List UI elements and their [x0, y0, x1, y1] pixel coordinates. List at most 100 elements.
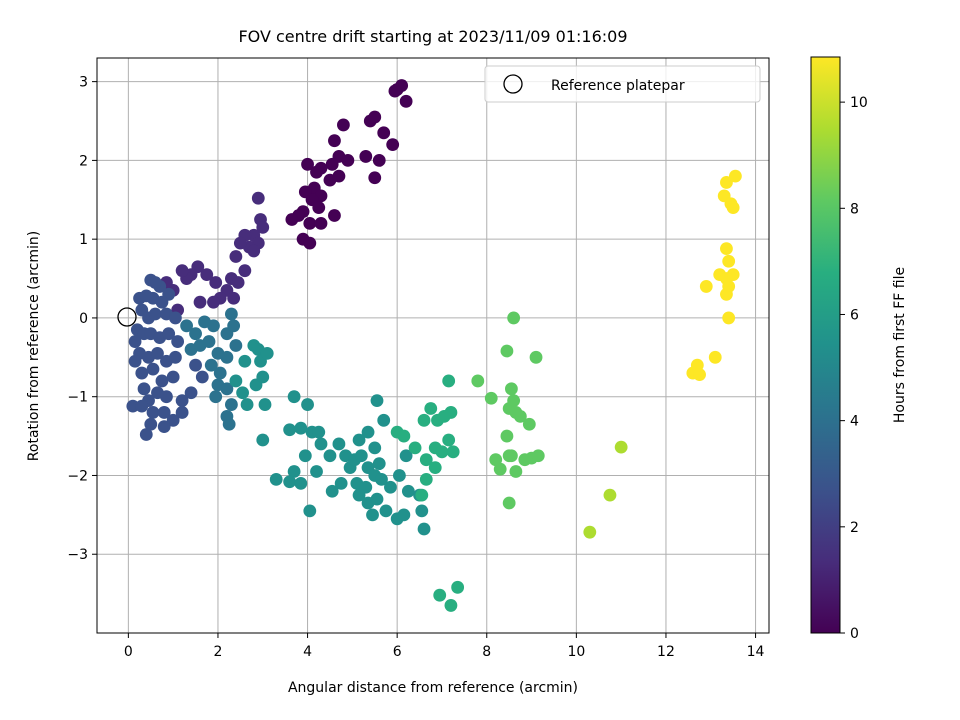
y-tick-label: 2 [79, 153, 88, 169]
data-point [251, 191, 265, 205]
data-point [287, 390, 301, 404]
legend-label: Reference platepar [551, 78, 685, 94]
data-point [175, 264, 189, 278]
colorbar-tick-label: 8 [850, 201, 859, 217]
x-tick-label: 8 [482, 644, 491, 660]
data-point [148, 276, 162, 289]
data-point [500, 429, 514, 443]
data-point [484, 391, 498, 405]
data-point [303, 504, 317, 518]
x-tick-label: 10 [567, 644, 585, 660]
x-tick-label: 6 [393, 644, 402, 660]
plot-frame [96, 57, 770, 634]
data-point [283, 475, 297, 489]
data-point [256, 370, 270, 384]
colorbar-ticks: 0 2 4 6 8 10 [840, 95, 868, 642]
data-point [708, 350, 722, 364]
data-point [137, 382, 151, 396]
colorbar-tick-label: 4 [850, 414, 859, 430]
data-point [220, 350, 234, 364]
data-point [384, 480, 397, 494]
data-point [397, 508, 411, 522]
data-point [169, 350, 182, 364]
data-point [368, 171, 382, 185]
data-point [352, 488, 366, 502]
data-point [207, 319, 220, 333]
x-axis-ticks: 0 2 4 6 8 10 12 14 [124, 633, 765, 660]
data-point [372, 153, 386, 167]
data-point [126, 399, 140, 413]
data-point [442, 433, 456, 447]
data-point [310, 465, 323, 478]
data-point [323, 449, 337, 463]
data-point [204, 358, 218, 372]
data-point [285, 213, 299, 226]
data-point [531, 449, 545, 463]
data-point [442, 374, 456, 388]
data-point [314, 217, 328, 230]
data-point [583, 525, 597, 539]
data-point [189, 358, 202, 372]
data-point [417, 522, 431, 536]
colorbar-gradient [810, 56, 841, 634]
data-point [332, 437, 346, 451]
data-point [298, 449, 312, 463]
data-point [180, 319, 194, 333]
data-point [301, 398, 314, 411]
data-point [368, 110, 382, 124]
data-point [135, 399, 149, 413]
data-point [726, 201, 740, 215]
data-point [720, 242, 733, 256]
data-point [720, 176, 733, 189]
data-point [227, 319, 241, 333]
x-tick-label: 14 [747, 644, 765, 660]
data-point [169, 311, 182, 325]
data-point [428, 461, 442, 474]
reference-platepar-marker [117, 307, 137, 327]
data-point [269, 473, 283, 486]
data-point [312, 201, 326, 215]
data-point [386, 138, 400, 152]
legend: Reference platepar [484, 65, 761, 103]
data-point [144, 417, 158, 431]
data-point [419, 453, 433, 467]
data-point [247, 244, 261, 258]
data-point [415, 504, 429, 518]
y-tick-label: 1 [79, 232, 88, 248]
data-point [720, 287, 733, 301]
data-point [146, 406, 160, 419]
data-point [507, 394, 521, 408]
data-point [334, 476, 348, 490]
data-point [146, 362, 160, 376]
data-point [444, 406, 458, 419]
data-point [435, 445, 449, 459]
data-point [155, 374, 169, 388]
data-point [471, 374, 485, 388]
data-point [202, 335, 216, 348]
data-point [433, 588, 447, 602]
data-point [171, 335, 185, 348]
data-point [238, 354, 252, 368]
colorbar-tick-label: 10 [850, 95, 868, 111]
data-point [446, 445, 460, 459]
data-point [225, 398, 238, 411]
data-points [126, 79, 742, 612]
data-point [424, 402, 438, 415]
data-point [128, 354, 142, 368]
data-point [417, 413, 431, 427]
data-point [507, 311, 521, 325]
data-point [155, 295, 169, 309]
data-point [227, 291, 241, 305]
data-point [328, 134, 341, 148]
data-point [303, 217, 317, 230]
x-tick-label: 0 [124, 644, 133, 660]
data-point [614, 440, 628, 454]
data-point [361, 425, 375, 439]
data-point [451, 580, 465, 594]
data-point [256, 220, 270, 234]
x-axis-label: Angular distance from reference (arcmin) [288, 680, 578, 696]
data-point [693, 368, 706, 382]
data-point [193, 295, 207, 309]
data-point [229, 339, 243, 352]
data-point [325, 484, 339, 498]
